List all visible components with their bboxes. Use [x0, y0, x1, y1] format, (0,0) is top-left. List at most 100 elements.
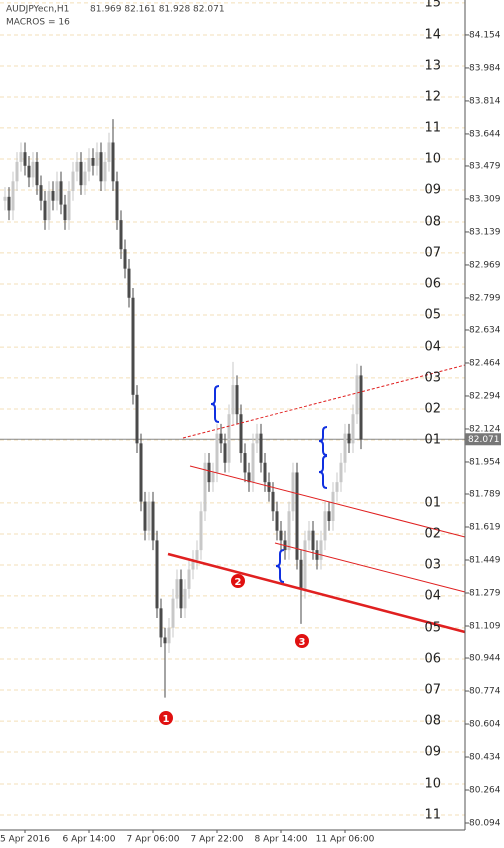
candle-body — [307, 530, 311, 541]
x-tick-label: 8 Apr 14:00 — [255, 835, 308, 845]
candle-body — [27, 165, 31, 178]
y-tick-label: 83.479 — [469, 161, 501, 171]
candle-body — [179, 579, 183, 609]
candle-body — [131, 297, 135, 395]
candle-body — [123, 249, 127, 269]
candle-body — [7, 196, 11, 211]
level-grid — [0, 2, 465, 816]
last-price-label: 82.071 — [468, 435, 500, 445]
candle-body — [343, 433, 347, 463]
candle-body — [171, 598, 175, 628]
candle-body — [339, 462, 343, 483]
level-label: 06 — [424, 276, 441, 291]
level-label: 03 — [424, 558, 441, 573]
y-tick-label: 83.814 — [469, 96, 501, 106]
candle-body — [111, 142, 115, 182]
trend-line — [189, 465, 466, 538]
candle-body — [183, 588, 187, 609]
level-label: 09 — [424, 744, 441, 759]
y-tick-label: 83.309 — [469, 194, 501, 204]
marker-label: 1 — [163, 714, 170, 725]
candle-body — [39, 185, 43, 201]
candle-body — [119, 220, 123, 250]
candle-body — [195, 550, 199, 560]
level-label: 13 — [424, 58, 441, 73]
candle-body — [231, 385, 235, 415]
candle-body — [295, 472, 299, 560]
candle-body — [107, 142, 111, 162]
y-tick-label: 80.604 — [469, 720, 501, 730]
brace — [318, 426, 328, 456]
candle-body — [175, 579, 179, 599]
candle-body — [127, 268, 131, 298]
candle-body — [291, 472, 295, 512]
y-tick-label: 80.774 — [469, 687, 501, 697]
candle-body — [11, 181, 15, 211]
drawings — [167, 364, 466, 634]
candle-body — [263, 462, 267, 483]
candle-body — [319, 540, 323, 560]
y-tick-label: 81.954 — [469, 457, 501, 467]
level-label: 08 — [424, 215, 441, 230]
trend-line — [167, 552, 466, 634]
y-tick-label: 83.984 — [469, 63, 501, 73]
candle-body — [203, 462, 207, 512]
candle-body — [155, 540, 159, 609]
brace — [210, 385, 220, 423]
level-label: 08 — [424, 714, 441, 729]
candle-body — [247, 472, 251, 483]
candle-body — [59, 181, 63, 205]
candle-body — [327, 511, 331, 521]
level-label: 01 — [424, 433, 441, 448]
marker-dot — [231, 574, 245, 588]
marker-dot — [159, 711, 173, 725]
candle-body — [235, 385, 239, 415]
candle-body — [91, 158, 95, 166]
level-label: 01 — [424, 495, 441, 510]
candle-body — [223, 443, 227, 463]
y-tick-label: 84.154 — [469, 30, 501, 40]
candle-body — [239, 414, 243, 454]
y-tick-label: 82.464 — [469, 358, 501, 368]
candle-body — [3, 196, 7, 201]
level-label: 11 — [424, 120, 441, 135]
trend-line — [182, 364, 466, 439]
price-axis — [0, 0, 501, 833]
candle-body — [63, 204, 67, 221]
y-tick-label: 82.294 — [469, 391, 501, 401]
brace — [318, 455, 328, 489]
candle-body — [143, 501, 147, 531]
y-tick-label: 81.449 — [469, 555, 501, 565]
candle-body — [355, 375, 359, 415]
candle-body — [151, 501, 155, 541]
candle-body — [147, 501, 151, 531]
candle-body — [271, 491, 275, 512]
x-tick-label: 5 Apr 2016 — [0, 835, 50, 845]
x-tick-label: 7 Apr 22:00 — [191, 835, 244, 845]
candle-body — [243, 453, 247, 473]
candle-body — [51, 191, 55, 201]
level-label: 07 — [424, 683, 441, 698]
candle-body — [55, 181, 59, 201]
level-label: 07 — [424, 245, 441, 260]
marker-label: 3 — [299, 637, 306, 648]
candle-body — [87, 158, 91, 172]
trend-line — [274, 542, 466, 593]
candle-body — [279, 530, 283, 541]
level-label: 05 — [424, 308, 441, 323]
candle-body — [215, 433, 219, 473]
level-label: 04 — [424, 588, 441, 603]
candle-body — [71, 171, 75, 192]
candle-body — [95, 152, 99, 166]
candle-body — [99, 152, 103, 182]
y-tick-label: 81.109 — [469, 621, 501, 631]
candle-body — [267, 482, 271, 492]
candle-body — [23, 152, 27, 166]
level-label: 04 — [424, 340, 441, 355]
candle-body — [163, 637, 167, 644]
x-tick-label: 11 Apr 06:00 — [316, 835, 375, 845]
y-tick-label: 82.799 — [469, 293, 501, 303]
marker-dot — [295, 634, 309, 648]
marker-label: 2 — [235, 577, 242, 588]
y-tick-label: 83.139 — [469, 227, 501, 237]
